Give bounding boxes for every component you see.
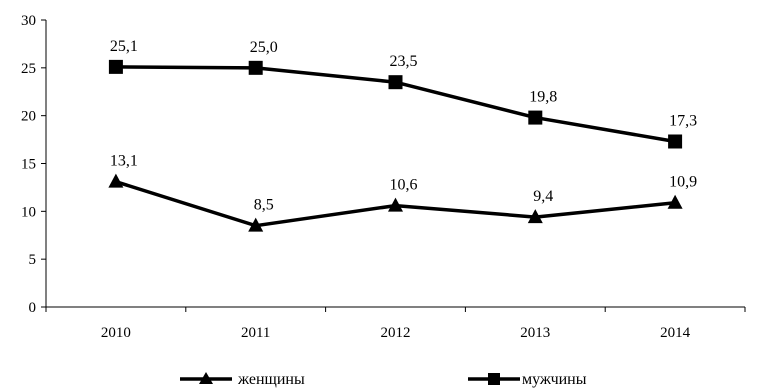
- data-label: 10,9: [669, 174, 697, 191]
- x-tick-label: 2014: [660, 325, 691, 341]
- data-point-square: [528, 110, 543, 125]
- legend: женщины мужчины: [180, 371, 587, 388]
- data-label: 9,4: [533, 188, 553, 205]
- axes: 0 5 10 15 20 25 30 2010 2011 2012 2013 2014: [21, 13, 746, 341]
- plot-area: 25,1 25,0 23,5 19,8 17,3 13,1 8,5 10,6 9,4 10,9: [108, 38, 697, 232]
- legend-men-label: мужчины: [522, 371, 587, 388]
- data-label: 25,1: [110, 38, 138, 55]
- y-tick-label: 0: [29, 300, 37, 316]
- x-tick-label: 2010: [101, 325, 131, 341]
- data-label: 19,8: [529, 89, 557, 106]
- data-label: 13,1: [110, 153, 138, 170]
- legend-women-triangle-icon: [199, 372, 213, 384]
- data-label: 8,5: [254, 197, 274, 214]
- data-point-triangle: [248, 217, 264, 232]
- data-point-square: [248, 60, 263, 75]
- data-point-square: [108, 59, 123, 74]
- x-tick-label: 2012: [381, 325, 411, 341]
- data-label: 23,5: [390, 53, 418, 70]
- data-label: 17,3: [669, 112, 697, 129]
- y-tick-label: 30: [21, 13, 36, 29]
- y-tick-label: 5: [29, 252, 37, 268]
- data-point-triangle: [667, 194, 683, 209]
- legend-women-label: женщины: [237, 371, 305, 388]
- legend-men-square-icon: [488, 373, 500, 385]
- data-label: 25,0: [250, 39, 278, 56]
- data-point-triangle: [388, 197, 403, 212]
- data-point-triangle: [108, 173, 124, 188]
- data-point-square: [668, 134, 683, 149]
- data-point-triangle: [527, 209, 543, 224]
- y-tick-label: 10: [21, 204, 36, 220]
- y-tick-label: 15: [21, 157, 36, 173]
- x-tick-label: 2011: [241, 325, 270, 341]
- data-label: 10,6: [390, 177, 418, 194]
- y-tick-label: 25: [21, 61, 36, 77]
- data-point-square: [388, 75, 403, 90]
- x-tick-label: 2013: [520, 325, 550, 341]
- y-tick-label: 20: [21, 109, 36, 125]
